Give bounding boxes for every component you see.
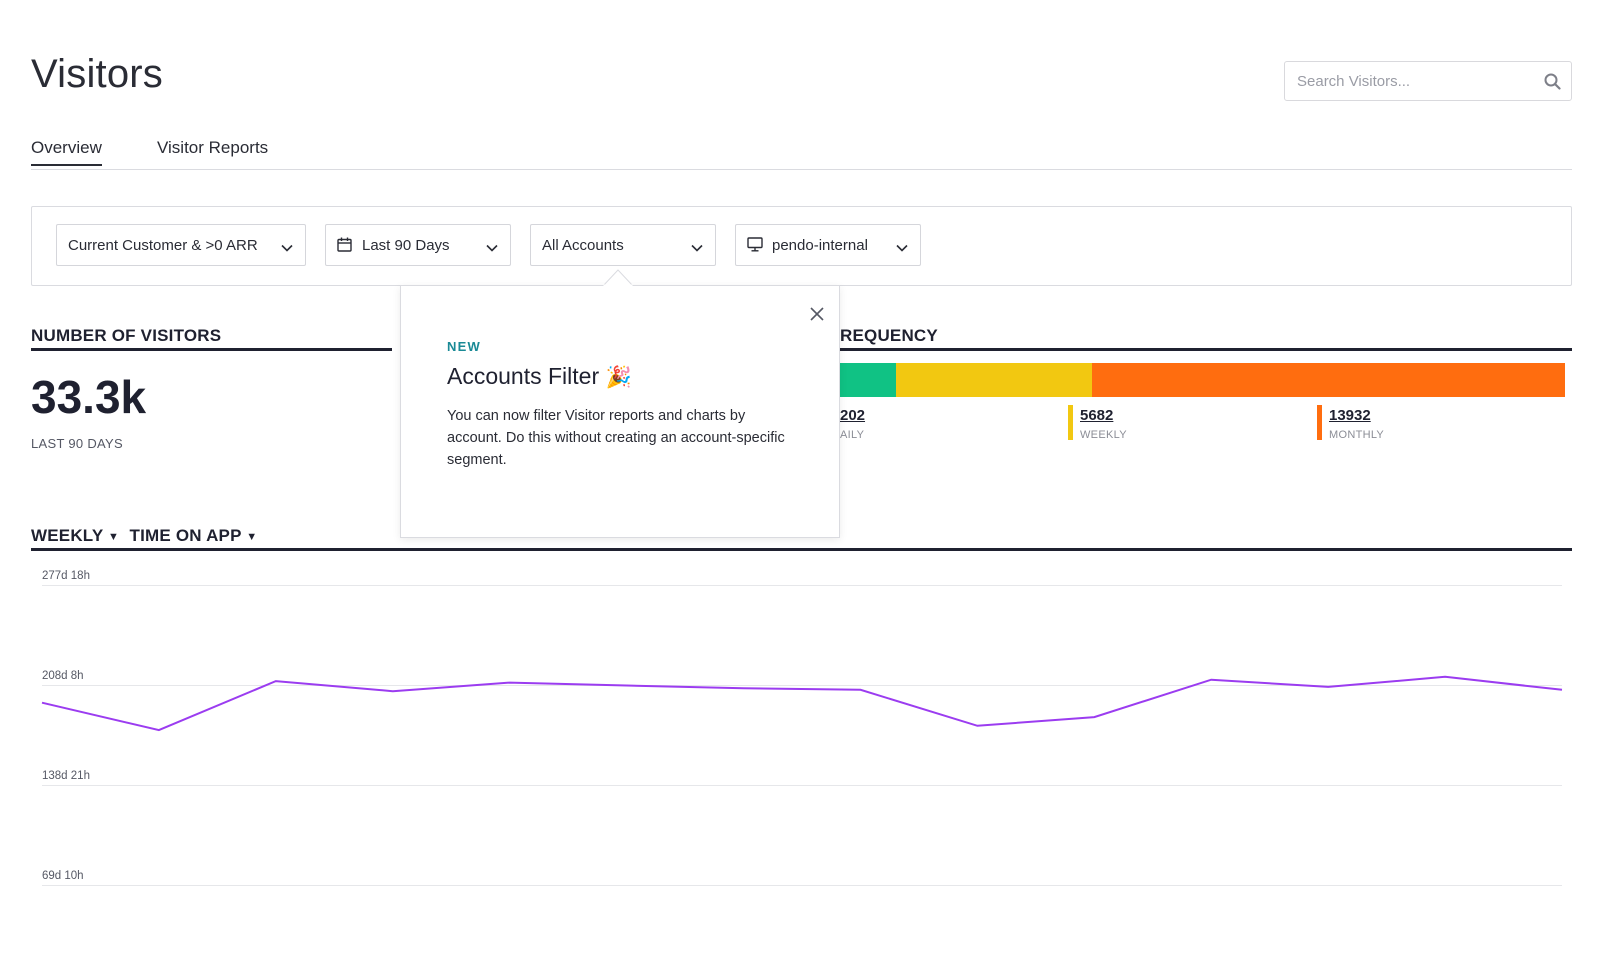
caret-down-icon: ▼ (108, 531, 120, 543)
page-title: Visitors (31, 52, 164, 96)
date-range-label: Last 90 Days (362, 237, 450, 254)
frequency-bar-daily[interactable] (840, 363, 896, 397)
accounts-dropdown-label: All Accounts (542, 237, 624, 254)
filter-bar: Current Customer & >0 ARR Last 90 Days A… (31, 206, 1572, 286)
chevron-down-icon (486, 239, 498, 256)
y-tick-label: 138d 21h (42, 770, 90, 782)
search-box[interactable] (1284, 61, 1572, 101)
app-dropdown[interactable]: pendo-internal (735, 224, 921, 266)
segment-dropdown[interactable]: Current Customer & >0 ARR (56, 224, 306, 266)
date-range-dropdown[interactable]: Last 90 Days (325, 224, 511, 266)
frequency-heading-rule (840, 348, 1572, 351)
accounts-filter-popover: NEW Accounts Filter 🎉 You can now filter… (400, 285, 840, 538)
frequency-marker-monthly (1317, 405, 1322, 440)
app-dropdown-label: pendo-internal (772, 237, 868, 254)
interval-label: WEEKLY (31, 526, 104, 545)
y-tick-label: 208d 8h (42, 670, 84, 682)
chevron-down-icon (896, 239, 908, 256)
segment-dropdown-label: Current Customer & >0 ARR (68, 237, 258, 254)
new-badge: NEW (447, 339, 481, 354)
grid-line (42, 685, 1562, 686)
visitors-subtitle: LAST 90 DAYS (31, 436, 123, 451)
frequency-marker-weekly (1068, 405, 1073, 440)
grid-line (42, 585, 1562, 586)
tab-overview[interactable]: Overview (31, 138, 102, 166)
grid-line (42, 885, 1562, 886)
metric-selector[interactable]: TIME ON APP ▼ (130, 526, 258, 545)
monitor-icon (747, 237, 763, 256)
y-tick-label: 277d 18h (42, 570, 90, 582)
chevron-down-icon (691, 239, 703, 256)
metric-label: TIME ON APP (129, 526, 242, 545)
frequency-bar-weekly[interactable] (896, 363, 1092, 397)
search-input[interactable] (1295, 72, 1539, 91)
grid-line (42, 785, 1562, 786)
popover-title: Accounts Filter 🎉 (447, 363, 632, 390)
popover-arrow (603, 269, 633, 286)
frequency-value-weekly[interactable]: 5682 (1080, 407, 1114, 424)
close-icon[interactable] (807, 304, 827, 324)
frequency-label-daily: AILY (840, 429, 865, 441)
popover-title-text: Accounts Filter (447, 363, 600, 389)
chevron-down-icon (281, 239, 293, 256)
popover-body: You can now filter Visitor reports and c… (447, 408, 785, 468)
party-popper-icon: 🎉 (605, 366, 632, 389)
interval-selector[interactable]: WEEKLY ▼ (31, 526, 119, 545)
visitors-heading: NUMBER OF VISITORS (31, 326, 222, 345)
chart-header: WEEKLY ▼ TIME ON APP ▼ (31, 526, 257, 546)
calendar-icon (337, 237, 352, 256)
visitors-heading-rule (31, 348, 392, 351)
frequency-label-monthly: MONTHLY (1329, 429, 1385, 441)
frequency-value-daily[interactable]: 202 (840, 407, 866, 424)
search-icon[interactable] (1544, 73, 1561, 95)
y-tick-label: 69d 10h (42, 870, 84, 882)
frequency-value-monthly[interactable]: 13932 (1329, 407, 1371, 424)
tab-visitor-reports[interactable]: Visitor Reports (157, 138, 269, 157)
caret-down-icon: ▼ (246, 531, 258, 543)
accounts-dropdown[interactable]: All Accounts (530, 224, 716, 266)
frequency-bar-monthly[interactable] (1092, 363, 1565, 397)
frequency-heading: REQUENCY (840, 326, 938, 345)
frequency-label-weekly: WEEKLY (1080, 429, 1127, 441)
tab-bar: Overview Visitor Reports (31, 131, 1572, 170)
visitors-count: 33.3k (31, 371, 147, 423)
chart-heading-rule (31, 548, 1572, 551)
